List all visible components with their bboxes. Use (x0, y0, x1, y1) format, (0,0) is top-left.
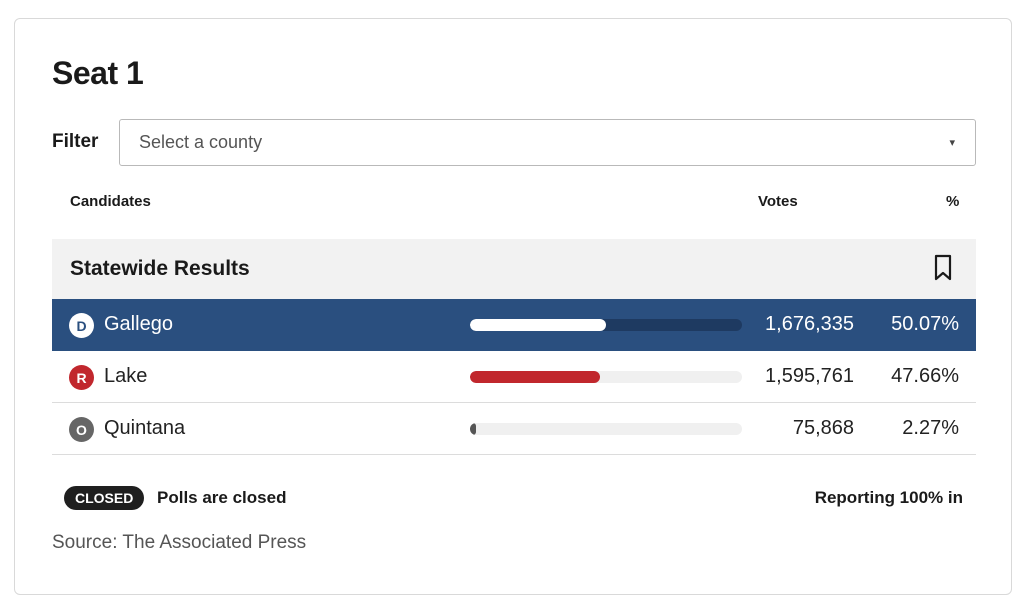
bookmark-icon[interactable] (932, 254, 954, 282)
table-row[interactable]: D Gallego 1,676,335 50.07% (52, 299, 976, 351)
column-header-percent: % (946, 193, 960, 210)
filter-label: Filter (52, 131, 99, 152)
vote-share-bar (470, 423, 742, 435)
section-title: Statewide Results (70, 257, 250, 280)
county-select[interactable]: Select a county ▾ (119, 119, 976, 166)
source-credit: Source: The Associated Press (52, 532, 307, 553)
party-badge-democrat: D (69, 313, 94, 338)
column-header-votes: Votes (758, 193, 798, 210)
vote-share-bar-fill (470, 371, 600, 383)
vote-percent: 50.07% (891, 313, 959, 335)
party-badge-other: O (69, 417, 94, 442)
candidate-name: Quintana (104, 417, 186, 439)
column-header-candidates: Candidates (70, 193, 151, 210)
vote-share-bar (470, 371, 742, 383)
table-row[interactable]: O Quintana 75,868 2.27% (52, 403, 976, 455)
vote-share-bar-fill (470, 319, 607, 331)
table-row[interactable]: R Lake 1,595,761 47.66% (52, 351, 976, 403)
results-card: Seat 1 Filter Select a county ▾ Candidat… (14, 18, 1012, 595)
county-select-value: Select a county (139, 132, 263, 152)
vote-percent: 2.27% (902, 417, 959, 439)
status-badge: CLOSED (64, 486, 145, 510)
reporting-status: Reporting 100% in (814, 488, 963, 507)
vote-count: 75,868 (792, 417, 854, 439)
status-text: Polls are closed (157, 488, 287, 507)
page-title: Seat 1 (52, 55, 144, 91)
vote-count: 1,595,761 (765, 365, 854, 387)
chevron-down-icon: ▾ (949, 137, 955, 149)
party-badge-republican: R (69, 365, 94, 390)
candidate-name: Lake (104, 365, 148, 387)
vote-count: 1,676,335 (765, 313, 854, 335)
vote-percent: 47.66% (891, 365, 959, 387)
candidate-name: Gallego (104, 313, 173, 335)
vote-share-bar-fill (470, 423, 477, 435)
vote-share-bar (470, 319, 742, 331)
statewide-results-header: Statewide Results (52, 239, 976, 299)
